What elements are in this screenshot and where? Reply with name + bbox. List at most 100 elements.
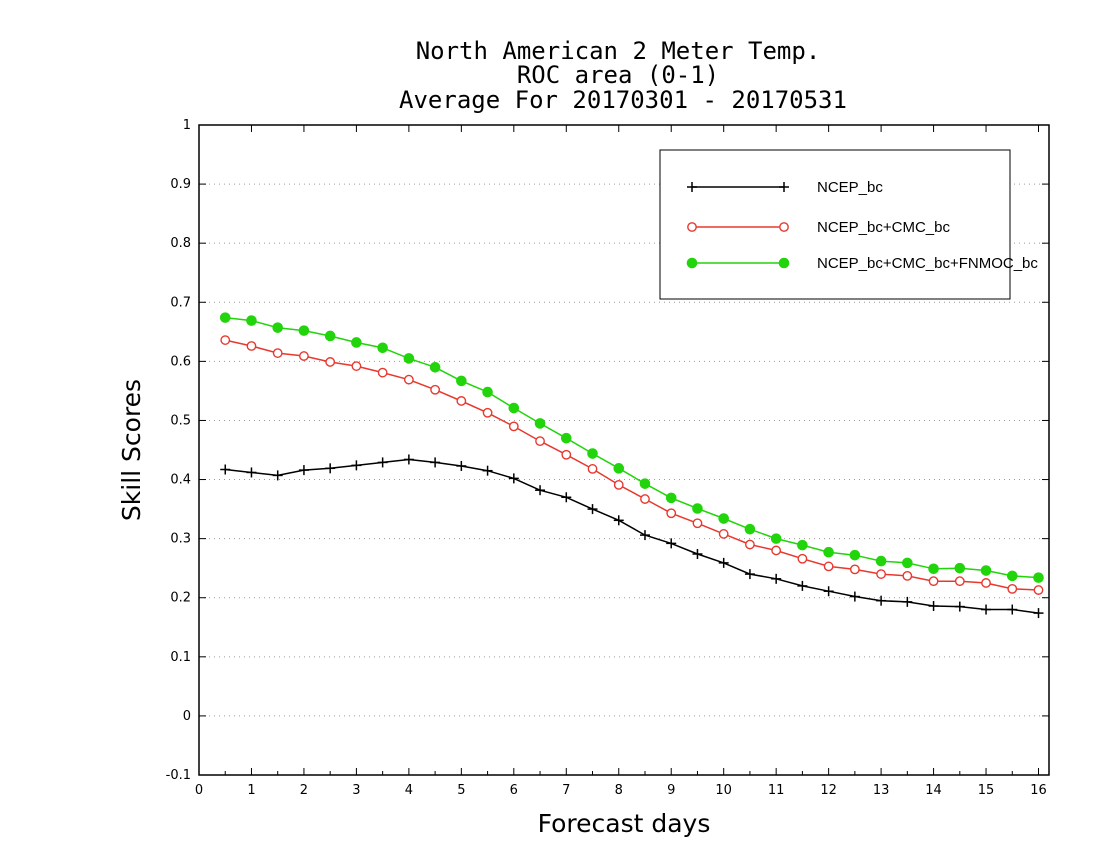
legend-box xyxy=(659,149,1011,300)
data-point xyxy=(770,533,782,544)
data-point xyxy=(954,576,965,587)
data-point xyxy=(220,335,231,345)
data-point xyxy=(954,562,966,574)
legend-item: NCEP_bc+CMC_bc+FNMOC_bc xyxy=(686,255,1038,272)
data-point xyxy=(771,545,782,556)
data-point xyxy=(1006,570,1018,582)
data-point xyxy=(246,341,257,351)
data-point xyxy=(561,449,572,460)
data-point xyxy=(981,578,991,588)
data-point xyxy=(902,557,913,569)
data-point xyxy=(298,465,309,476)
y-tick-label: 0.1 xyxy=(170,650,191,665)
axis-ticks: -0.100.10.20.30.40.50.60.70.80.910 1 2 3 4 5 6… xyxy=(166,118,1049,798)
legend-label: NCEP_bc+CMC_bc+FNMOC_bc xyxy=(817,255,1038,272)
data-point xyxy=(876,595,887,606)
x-axis-title: Forecast days xyxy=(538,809,711,838)
data-point xyxy=(849,591,860,602)
data-point xyxy=(535,436,545,447)
y-tick-label: 0.2 xyxy=(170,591,191,606)
data-point xyxy=(981,604,992,615)
legend-marker xyxy=(779,182,789,192)
y-tick-label: 1 xyxy=(183,118,191,133)
data-point xyxy=(508,473,519,484)
data-point xyxy=(692,549,703,559)
data-point xyxy=(220,464,231,475)
series-line xyxy=(225,339,1039,591)
chart-title-line-3: Average For 20170301 - 20170531 xyxy=(399,86,847,114)
data-point xyxy=(508,402,520,414)
data-point xyxy=(456,396,467,406)
data-point xyxy=(928,576,939,587)
data-point xyxy=(430,384,441,395)
x-tick-label: 6 xyxy=(510,783,518,798)
data-point xyxy=(718,557,729,568)
data-point xyxy=(902,596,913,607)
data-point xyxy=(272,470,283,481)
data-point xyxy=(639,478,651,489)
data-point xyxy=(665,492,677,504)
data-point xyxy=(639,530,650,541)
legend-marker xyxy=(687,222,697,232)
data-point xyxy=(928,601,939,611)
data-point xyxy=(666,508,677,519)
data-point xyxy=(560,432,572,444)
data-point xyxy=(535,485,546,496)
data-point xyxy=(219,312,231,323)
data-point xyxy=(875,555,887,567)
x-tick-label: 15 xyxy=(978,783,995,798)
data-point xyxy=(666,538,677,549)
series-line xyxy=(225,458,1039,614)
data-point xyxy=(298,325,310,336)
data-point xyxy=(1007,583,1018,594)
x-tick-label: 2 xyxy=(300,783,308,798)
data-point xyxy=(613,479,624,490)
data-point xyxy=(456,460,467,471)
data-point xyxy=(377,457,388,468)
x-tick-label: 4 xyxy=(405,783,413,798)
data-point xyxy=(1033,585,1044,595)
data-point xyxy=(797,580,808,591)
data-point xyxy=(745,539,755,550)
y-tick-label: 0.4 xyxy=(170,473,191,488)
data-point xyxy=(561,492,572,503)
data-point xyxy=(692,518,703,529)
x-tick-label: 9 xyxy=(667,783,675,798)
y-tick-label: 0.9 xyxy=(170,177,191,192)
data-point xyxy=(325,463,336,474)
y-tick-label: 0.8 xyxy=(170,236,191,251)
data-point xyxy=(351,460,362,471)
data-point xyxy=(430,457,441,468)
grid-lines xyxy=(199,183,1049,717)
data-point xyxy=(272,322,284,333)
x-tick-label: 0 xyxy=(195,783,203,798)
x-tick-label: 7 xyxy=(562,783,570,798)
series-line xyxy=(225,316,1039,579)
legend-item: NCEP_bc+CMC_bc xyxy=(687,219,950,236)
y-tick-label: 0.3 xyxy=(170,532,191,547)
data-point xyxy=(718,529,729,539)
data-point xyxy=(403,353,415,364)
legend-label: NCEP_bc+CMC_bc xyxy=(817,219,950,236)
data-point xyxy=(246,315,257,326)
data-point xyxy=(928,563,939,575)
y-tick-label: 0.6 xyxy=(170,354,191,369)
data-point xyxy=(640,494,650,504)
legend-marker xyxy=(687,182,697,192)
data-point xyxy=(587,464,598,474)
data-point xyxy=(823,586,834,597)
data-point xyxy=(849,549,861,561)
data-point xyxy=(377,367,388,378)
data-point xyxy=(403,374,414,385)
y-tick-label: -0.1 xyxy=(166,768,191,783)
data-point xyxy=(823,546,834,558)
legend-marker xyxy=(686,257,698,269)
data-point xyxy=(325,357,336,367)
data-point xyxy=(377,342,388,354)
data-point xyxy=(587,448,598,459)
data-point xyxy=(403,454,414,465)
data-point xyxy=(324,330,336,342)
x-tick-label: 11 xyxy=(768,783,785,798)
chart-title-line-2: ROC area (0-1) xyxy=(517,61,719,89)
